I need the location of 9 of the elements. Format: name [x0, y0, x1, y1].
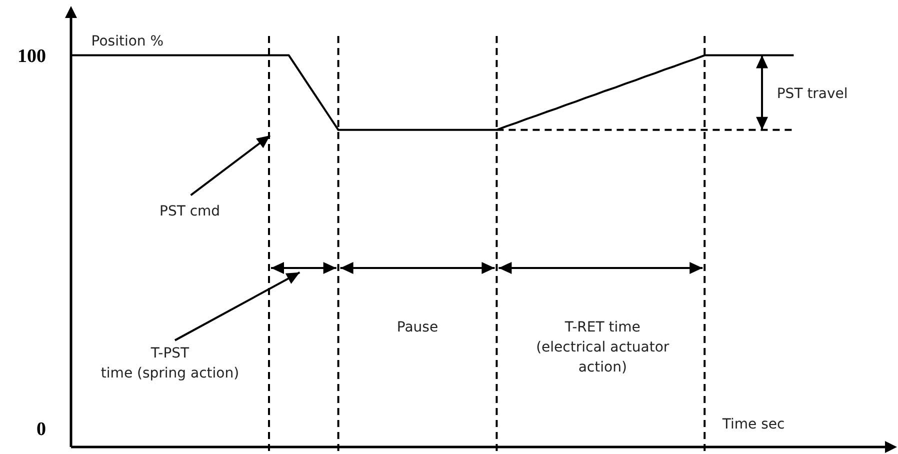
annotation: T-RET time (electrical actuator action) [536, 319, 670, 376]
annotation: T-PST time (spring action) [100, 345, 240, 382]
y-tick-label: 100 [18, 46, 46, 67]
annotation: PST travel [776, 86, 848, 102]
y-axis-title: Position % [91, 33, 164, 50]
x-axis-title: Time sec [721, 416, 785, 432]
annotation: PST cmd [160, 204, 220, 220]
y-tick-label: 0 [36, 419, 46, 440]
annotation: Pause [396, 319, 438, 336]
